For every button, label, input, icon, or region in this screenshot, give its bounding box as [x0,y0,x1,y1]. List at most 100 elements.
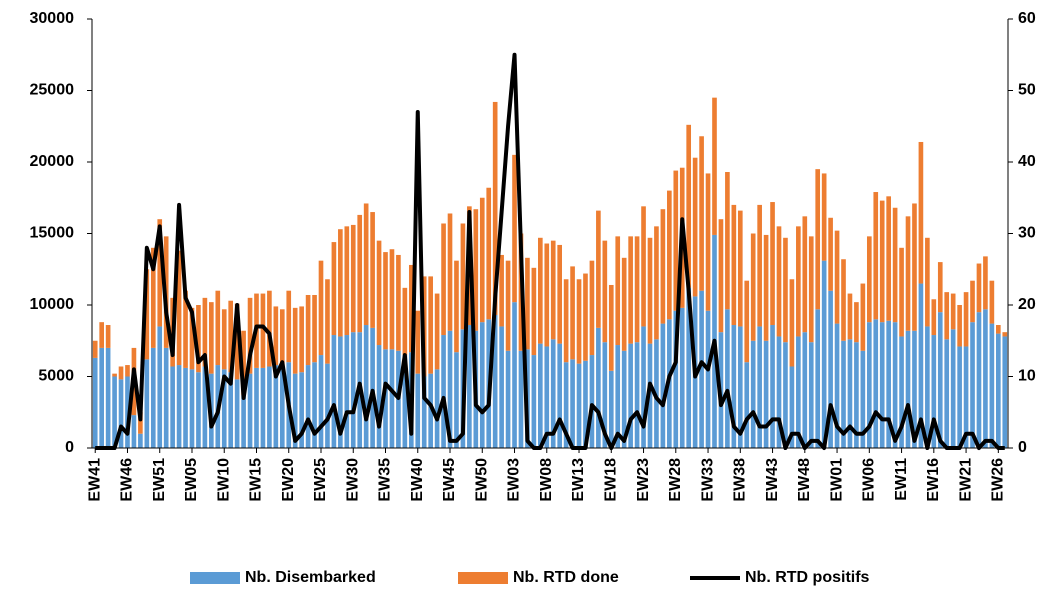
bar [654,226,659,340]
bar [879,322,885,448]
bar [634,342,640,448]
bar [770,325,775,448]
bar [157,326,163,448]
bar [267,366,272,448]
y-tick-label: 15000 [30,225,75,242]
x-tick-label: EW08 [538,458,555,502]
bar [570,359,575,448]
bar [344,226,350,336]
bar [389,249,395,350]
bar [576,279,582,364]
bar [866,236,872,323]
bar [602,342,608,448]
bar [557,343,562,448]
bar [138,412,143,434]
bar [983,256,988,310]
bar [873,192,879,320]
bar [492,101,498,316]
bar [221,309,227,370]
bar [118,366,124,380]
x-tick-label: EW35 [377,458,394,502]
bar [796,336,801,448]
bar [770,202,775,326]
bar [512,302,517,448]
bar [989,323,995,448]
bar [905,330,911,448]
bar [202,297,208,367]
bar [925,237,930,327]
bar [241,330,246,396]
bar [789,279,795,367]
bar [602,240,608,343]
bar [538,237,543,344]
bar [750,233,756,341]
bar [454,352,459,448]
y2-tick-label: 0 [1018,439,1027,456]
bar [931,335,937,448]
bar [744,362,750,448]
bar [105,325,111,348]
bar [996,325,1001,334]
bar [957,346,962,448]
bar [99,347,104,448]
bar [305,294,311,366]
bar [241,395,246,448]
bar [763,234,769,341]
bar [447,213,453,331]
x-tick-label: EW38 [732,458,749,502]
bar [247,297,253,374]
bar [247,373,253,448]
bar [299,306,304,373]
bar [286,290,292,363]
bar [196,305,201,373]
bar [686,124,692,288]
bar [854,342,859,448]
x-tick-label: EW03 [506,458,523,502]
bar [544,346,550,448]
bar [692,157,698,297]
y-tick-label: 0 [65,439,74,456]
bar [970,322,975,448]
bar [705,310,711,448]
bar [163,347,169,448]
bar [860,283,866,351]
bar [176,365,182,448]
bar [505,350,511,448]
x-tick-label: EW10 [215,458,232,502]
bar [854,302,859,343]
bar [763,340,769,448]
y-tick-label: 5000 [38,368,74,385]
bar [196,372,201,448]
x-tick-label: EW26 [990,458,1007,502]
bar [331,335,337,448]
bar [725,172,730,310]
bar [318,355,324,448]
bar [834,230,840,324]
bar [776,336,782,448]
y2-tick-label: 30 [1018,225,1036,242]
bar [918,141,924,284]
x-tick-label: EW40 [409,458,426,502]
x-tick-label: EW30 [344,458,361,502]
bar [699,290,704,448]
bar [886,320,891,448]
bar [228,372,234,448]
bar [447,330,453,448]
bar [292,307,298,374]
bar [170,366,175,448]
bar [634,236,640,343]
bar [628,343,633,448]
bar [144,269,150,360]
bar [750,340,756,448]
x-tick-label: EW05 [183,458,200,502]
bar [479,322,485,448]
bar [92,340,98,358]
bar [615,345,621,448]
legend-swatch [190,572,240,584]
bar [105,347,111,448]
x-tick-label: EW16 [925,458,942,502]
bar [389,349,395,448]
x-tick-label: EW11 [893,458,910,501]
bar [667,190,672,320]
bar [796,226,801,337]
